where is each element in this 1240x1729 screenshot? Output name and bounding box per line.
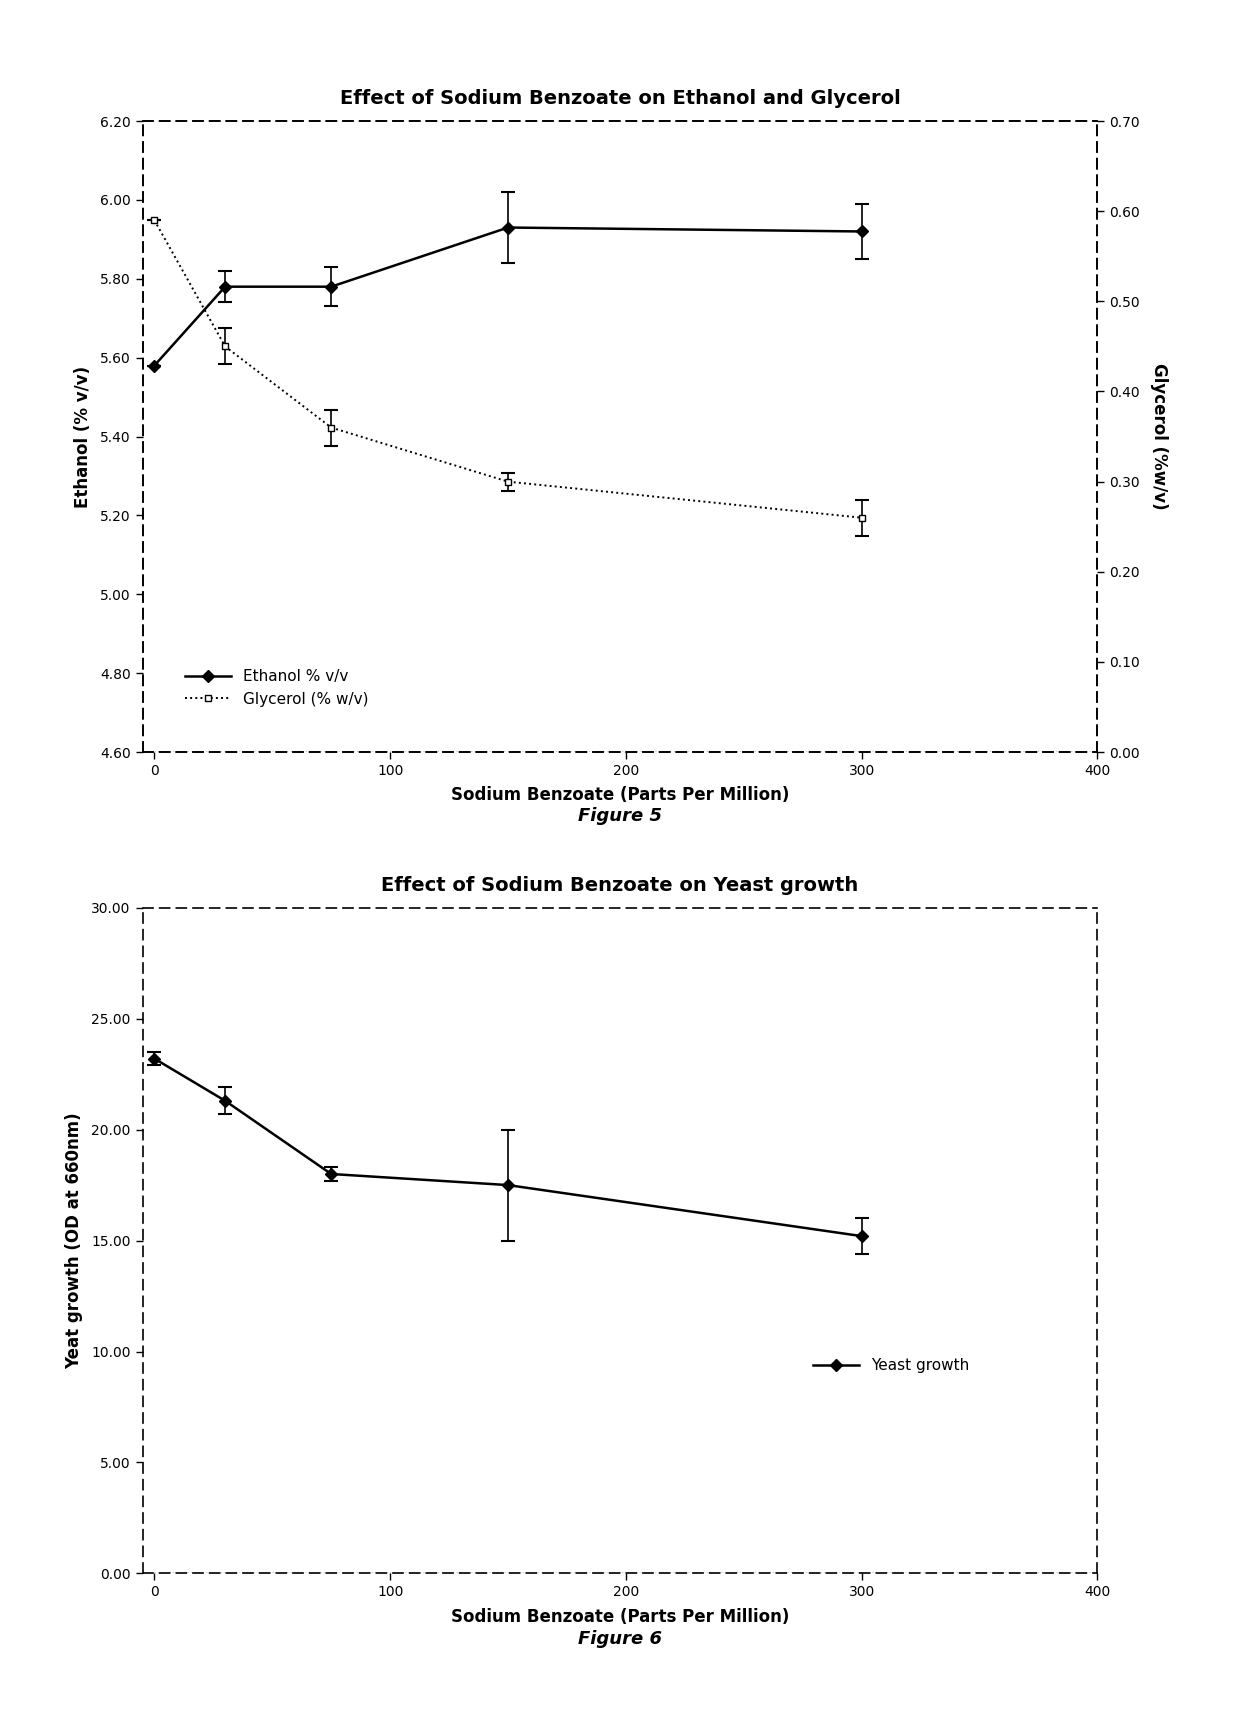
Legend: Ethanol % v/v, Glycerol (% w/v): Ethanol % v/v, Glycerol (% w/v) — [179, 662, 374, 712]
X-axis label: Sodium Benzoate (Parts Per Million): Sodium Benzoate (Parts Per Million) — [451, 1608, 789, 1625]
Y-axis label: Ethanol (% v/v): Ethanol (% v/v) — [73, 365, 92, 508]
Title: Effect of Sodium Benzoate on Yeast growth: Effect of Sodium Benzoate on Yeast growt… — [382, 877, 858, 896]
X-axis label: Sodium Benzoate (Parts Per Million): Sodium Benzoate (Parts Per Million) — [451, 787, 789, 804]
Y-axis label: Glycerol (%w/v): Glycerol (%w/v) — [1149, 363, 1168, 510]
Y-axis label: Yeat growth (OD at 660nm): Yeat growth (OD at 660nm) — [64, 1112, 83, 1369]
Text: Figure 5: Figure 5 — [578, 807, 662, 825]
Legend: Yeast growth: Yeast growth — [807, 1352, 975, 1380]
Text: Figure 6: Figure 6 — [578, 1630, 662, 1648]
Title: Effect of Sodium Benzoate on Ethanol and Glycerol: Effect of Sodium Benzoate on Ethanol and… — [340, 90, 900, 109]
